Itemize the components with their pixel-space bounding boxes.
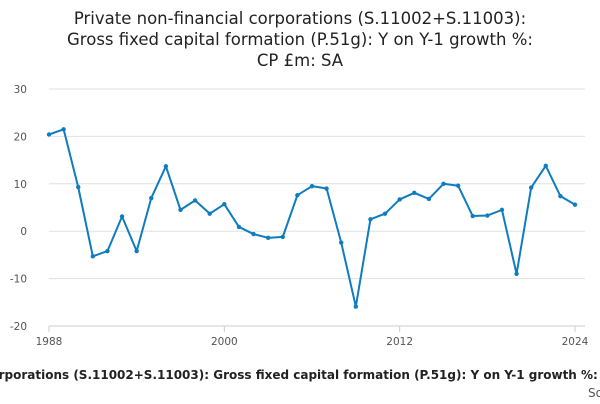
data-point [149,195,154,201]
data-point [397,197,402,202]
data-point [499,207,505,213]
data-point [76,184,81,190]
data-point [572,202,578,207]
data-point [61,127,66,132]
data-point [441,181,446,186]
series-line [48,128,576,308]
x-tick-label: 1988 [36,336,63,348]
data-point [90,254,96,259]
y-tick-label: -20 [10,321,27,333]
data-point [207,211,212,216]
data-point [119,214,125,219]
data-point [163,164,169,169]
data-point [178,207,183,213]
data-point [470,213,475,219]
data-point [265,235,271,241]
data-point [339,240,344,245]
x-tick-label: 2024 [562,336,589,348]
data-point [485,213,490,218]
data-point [558,193,563,199]
chart-title-line-2: Gross fixed capital formation (P.51g): Y… [67,30,533,49]
data-point [543,163,548,168]
chart-title-line-1: Private non-financial corporations (S.11… [74,9,526,28]
legend: Private non-financial corporations (S.11… [0,368,600,382]
data-point [105,248,110,254]
data-point [514,271,519,277]
series-layer [46,127,578,309]
data-point [46,132,52,137]
data-point [412,190,417,196]
x-axis: 1988 2000 2012 2024 [36,325,589,348]
x-tick-label: 2000 [211,336,238,348]
data-point [455,183,461,188]
y-tick-label: 20 [14,131,27,143]
y-tick-label: 10 [14,179,27,191]
x-tick-label: 2012 [386,336,413,348]
y-tick-label: 0 [20,226,27,238]
data-point [295,192,300,198]
data-point [382,211,388,216]
data-point [528,185,534,190]
gridlines [49,88,585,280]
y-tick-label: 30 [14,84,27,96]
data-point [251,231,256,237]
data-point [280,234,285,240]
data-point [353,304,359,309]
data-point [324,186,329,191]
data-point [309,183,315,189]
chart-title: Private non-financial corporations (S.11… [67,9,533,70]
legend-label: Private non-financial corporations (S.11… [0,368,600,382]
y-tick-label: -10 [10,274,27,286]
source-label: Source: Office for National Statistics [588,386,600,400]
data-point [426,196,432,202]
chart-title-line-3: CP £m: SA [257,51,344,70]
y-axis: -20 -10 0 10 20 30 [10,84,27,333]
data-point [134,248,139,254]
data-point [192,198,198,203]
data-point [368,217,373,222]
data-point [236,224,242,230]
data-point [222,201,227,207]
